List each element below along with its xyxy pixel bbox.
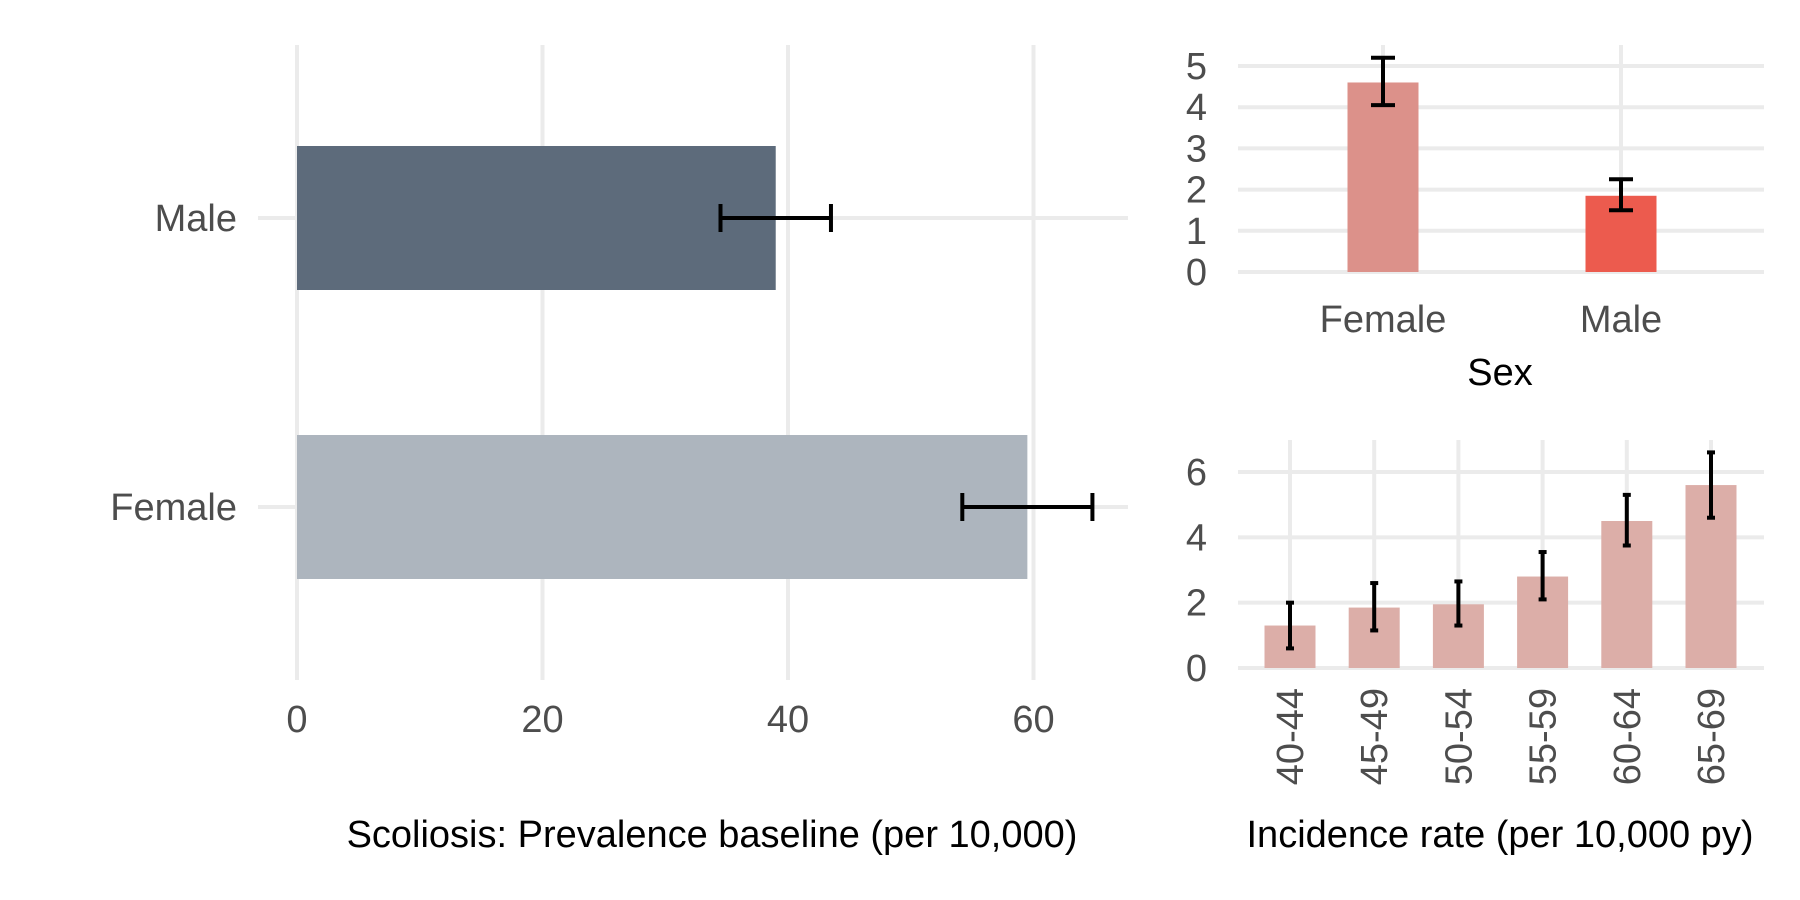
- x-axis-title: Incidence rate (per 10,000 py): [1247, 814, 1754, 856]
- x-tick-label: 65-69: [1691, 688, 1733, 785]
- bar-male: [297, 146, 776, 290]
- x-tick-label: 60-64: [1607, 688, 1649, 785]
- y-tick-label: 4: [1186, 517, 1207, 559]
- y-tick-label: 4: [1186, 87, 1207, 129]
- y-tick-label: 5: [1186, 46, 1207, 88]
- bar-female: [1347, 82, 1419, 272]
- y-tick-label: 6: [1186, 452, 1207, 494]
- y-tick-label: 3: [1186, 128, 1207, 170]
- x-tick-label: 60: [1012, 699, 1054, 741]
- y-tick-label: Female: [110, 487, 237, 529]
- y-tick-label: 2: [1186, 583, 1207, 625]
- bar-female: [297, 435, 1028, 579]
- prevalence-chart-panel: 0 20 40 60 Male Female Scoliosis: Prevalence b…: [110, 45, 1128, 856]
- y-tick-label: 2: [1186, 170, 1207, 212]
- y-tick-label: 0: [1186, 252, 1207, 294]
- x-axis-title: Scoliosis: Prevalence baseline (per 10,0…: [347, 814, 1078, 856]
- y-tick-label: Male: [155, 198, 237, 240]
- x-tick-label: 40: [767, 699, 809, 741]
- x-axis-title: Sex: [1467, 352, 1532, 394]
- incidence-by-age-panel: 0 2 4 6 40-44 45-49 50-54 55-59 60-64 65-69 Incide…: [1186, 440, 1764, 856]
- x-tick-label: Male: [1580, 299, 1662, 341]
- x-tick-label: Female: [1320, 299, 1447, 341]
- x-tick-label: 40-44: [1270, 688, 1312, 785]
- x-tick-label: 45-49: [1354, 688, 1396, 785]
- y-tick-label: 1: [1186, 211, 1207, 253]
- x-tick-label: 50-54: [1438, 688, 1480, 785]
- y-tick-label: 0: [1186, 648, 1207, 690]
- x-tick-label: 55-59: [1523, 688, 1565, 785]
- x-tick-label: 20: [521, 699, 563, 741]
- x-tick-label: 0: [286, 699, 307, 741]
